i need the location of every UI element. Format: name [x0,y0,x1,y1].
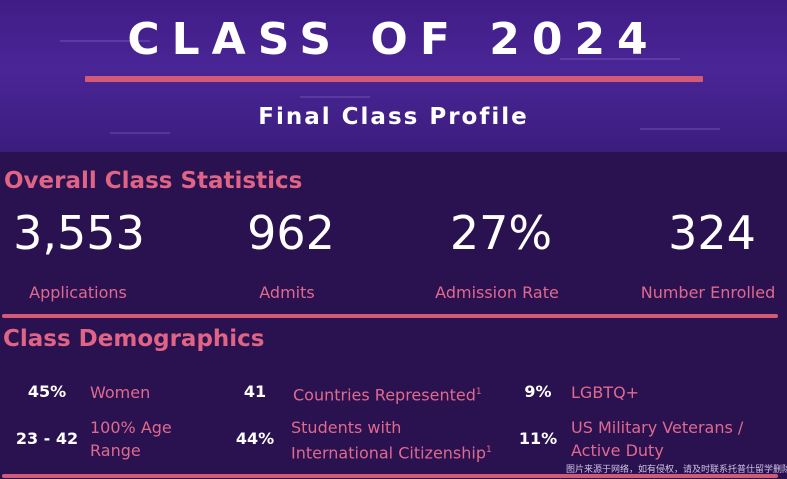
footnote-marker: 1 [486,445,492,455]
overall-stats-heading: Overall Class Statistics [4,168,303,194]
international-label-line: Students with [291,418,402,437]
stat-admission-rate-label: Admission Rate [435,283,559,302]
page-title: CLASS OF 2024 [127,14,660,65]
age-range-label-line: 100% Age [90,418,172,437]
watermark-text: 图片来源于网络，如有侵权，请及时联系托普仕留学删除 [566,465,787,475]
international-value: 44% [235,429,275,448]
veterans-label-line: Active Duty [571,441,664,460]
stat-admits-label: Admits [259,283,315,302]
title-divider [85,76,703,82]
stat-enrolled-value: 324 [668,206,756,260]
lgbtq-value: 9% [524,382,552,401]
stat-admits-value: 962 [247,206,335,260]
section-divider [2,314,778,318]
hero-banner: CLASS OF 2024 Final Class Profile [0,0,787,152]
stat-applications-value: 3,553 [13,206,145,260]
lgbtq-label: LGBTQ+ [571,383,640,402]
women-value: 45% [27,382,67,401]
women-label: Women [90,383,151,402]
demographics-heading: Class Demographics [3,326,265,352]
stat-enrolled-label: Number Enrolled [640,283,776,302]
decorative-streak [640,128,720,130]
countries-label: Countries Represented1 [293,385,482,405]
decorative-streak [110,132,170,134]
age-range-label: 100% Age Range [90,416,172,462]
international-label-line: International Citizenship1 [291,443,492,463]
decorative-streak [560,58,680,60]
age-range-label-line: Range [90,441,141,460]
international-label: Students with International Citizenship1 [291,416,492,464]
veterans-label-line: US Military Veterans / [571,418,744,437]
decorative-streak [60,40,150,42]
page-subtitle: Final Class Profile [258,104,529,130]
stat-applications-label: Applications [29,283,127,302]
bottom-divider [2,474,778,478]
veterans-label: US Military Veterans / Active Duty [571,416,743,462]
age-range-value: 23 - 42 [15,429,79,448]
veterans-value: 11% [518,429,558,448]
countries-value: 41 [243,382,267,401]
footnote-marker: 1 [475,387,482,397]
stat-admission-rate-value: 27% [449,206,553,260]
decorative-streak [300,96,370,98]
